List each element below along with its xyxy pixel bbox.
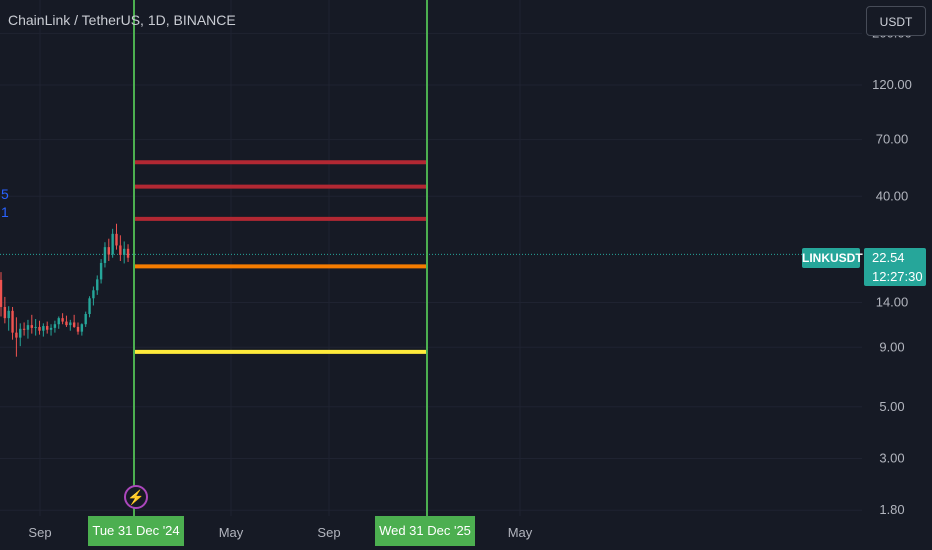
candle-body xyxy=(34,326,37,328)
candle-body xyxy=(69,322,72,326)
last-price-badge: 22.54 12:27:30 xyxy=(864,248,926,286)
candle-body xyxy=(88,298,91,315)
candle-body xyxy=(42,326,45,331)
candle-body xyxy=(26,325,30,330)
candle-body xyxy=(19,328,22,338)
y-tick-label: 14.00 xyxy=(876,295,909,310)
candle-body xyxy=(119,245,122,255)
x-tick-label: May xyxy=(508,525,533,540)
candle-body xyxy=(103,247,107,263)
candle-body xyxy=(72,322,76,327)
candle-body xyxy=(22,328,26,330)
candle-body xyxy=(38,326,41,331)
y-tick-label: 9.00 xyxy=(879,339,904,354)
y-tick-label: 40.00 xyxy=(876,188,909,203)
candle-body xyxy=(46,326,49,330)
y-tick-label: 5.00 xyxy=(879,399,904,414)
candle-body xyxy=(96,279,99,291)
date-marker-label: Wed 31 Dec '25 xyxy=(375,516,475,546)
candle-body xyxy=(99,262,103,280)
candle-countdown: 12:27:30 xyxy=(872,269,923,284)
candle-body xyxy=(123,248,126,255)
side-indicator-digit: 1 xyxy=(1,204,9,220)
candle-body xyxy=(53,324,57,328)
y-tick-label: 1.80 xyxy=(879,502,904,517)
lightning-icon[interactable]: ⚡ xyxy=(124,485,148,509)
candle-body xyxy=(7,310,10,319)
candle-body xyxy=(126,248,130,258)
candle-body xyxy=(11,310,14,333)
symbol-price-tag: LINKUSDT xyxy=(802,248,863,268)
candle-body xyxy=(76,326,80,332)
candle-body xyxy=(107,247,110,255)
x-tick-label: May xyxy=(219,525,244,540)
candle-body xyxy=(65,321,68,326)
last-price-value: 22.54 xyxy=(872,250,905,265)
date-marker-label: Tue 31 Dec '24 xyxy=(88,516,184,546)
candle-body xyxy=(49,327,53,330)
candle-body xyxy=(84,314,87,325)
side-indicator-digit: 5 xyxy=(1,186,9,202)
y-tick-label: 120.00 xyxy=(872,77,912,92)
candle-body xyxy=(111,233,114,255)
x-tick-label: Sep xyxy=(28,525,51,540)
candle-body xyxy=(30,325,33,328)
candle-body xyxy=(92,290,95,299)
candle-body xyxy=(3,306,7,319)
chart-title: ChainLink / TetherUS, 1D, BINANCE xyxy=(8,12,236,28)
candle-body xyxy=(15,332,18,338)
candle-body xyxy=(115,233,118,246)
candle-body xyxy=(0,279,3,307)
candle-body xyxy=(80,324,84,332)
y-tick-label: 3.00 xyxy=(879,450,904,465)
candle-body xyxy=(57,318,60,325)
y-tick-label: 70.00 xyxy=(876,132,909,147)
candle-body xyxy=(61,318,64,322)
currency-button[interactable]: USDT xyxy=(866,6,926,36)
x-tick-label: Sep xyxy=(317,525,340,540)
